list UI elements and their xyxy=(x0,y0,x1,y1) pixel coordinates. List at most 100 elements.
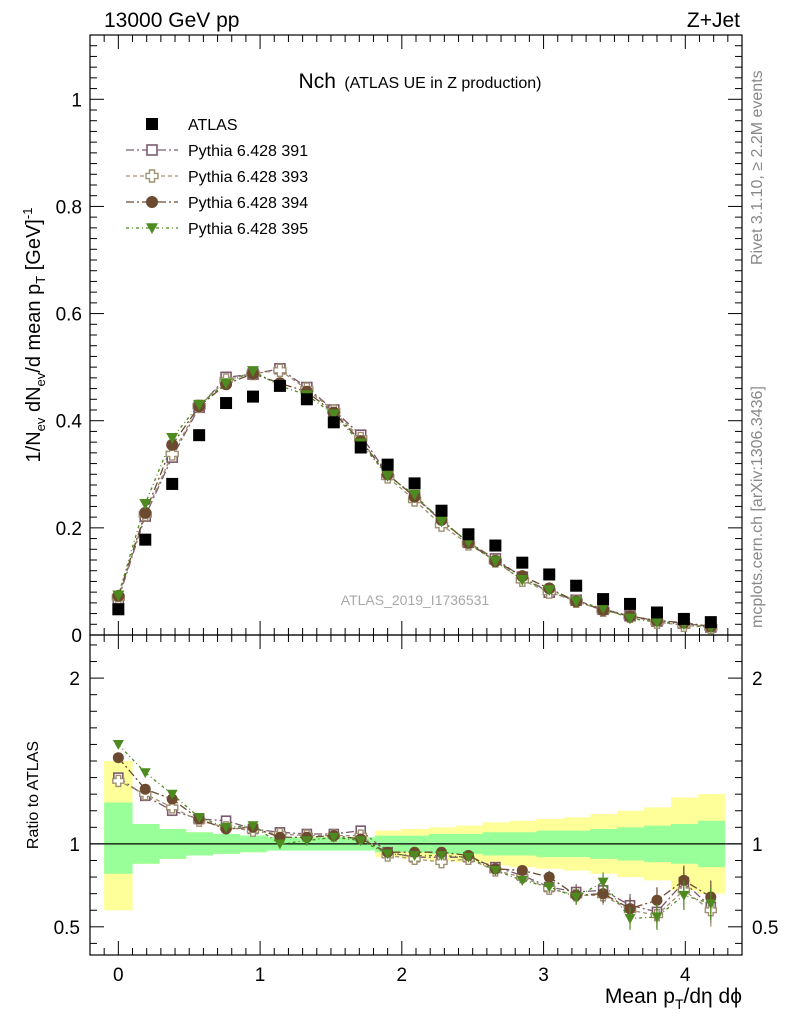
ratio-y-tick-label: 0.5 xyxy=(54,918,80,939)
x-tick-label: 1 xyxy=(255,965,266,986)
ratio-data-point xyxy=(409,851,421,862)
data-point xyxy=(139,506,152,519)
x-tick-label: 0 xyxy=(113,965,124,986)
ratio-data-point xyxy=(166,789,178,800)
y-tick-label: 0.2 xyxy=(56,519,82,540)
data-point xyxy=(165,447,179,461)
ratio-data-point xyxy=(247,821,259,832)
process-label: Z+Jet xyxy=(687,9,740,32)
legend-marker xyxy=(146,196,158,208)
data-point xyxy=(516,575,529,586)
ratio-data-point xyxy=(355,836,367,847)
ratio-y-tick-label-right: 2 xyxy=(752,669,763,690)
data-point xyxy=(354,441,367,454)
y-tick-label: 1 xyxy=(71,90,82,111)
ratio-data-point xyxy=(112,740,124,750)
data-point xyxy=(112,590,125,602)
ratio-data-point xyxy=(166,801,179,814)
data-point xyxy=(624,613,637,625)
data-point xyxy=(516,556,529,569)
data-point xyxy=(327,416,340,429)
ratio-data-point xyxy=(489,866,501,876)
data-point xyxy=(166,433,179,444)
ratio-y-tick-label: 1 xyxy=(69,835,80,856)
plot-title: Nch (ATLAS UE in Z production) xyxy=(299,70,542,93)
legend-marker xyxy=(146,118,158,130)
ratio-data-point xyxy=(678,890,690,901)
data-point xyxy=(273,379,286,392)
data-point xyxy=(570,579,583,592)
data-point xyxy=(597,603,610,615)
data-point xyxy=(139,533,152,546)
ratio-data-point xyxy=(597,888,609,900)
legend-marker xyxy=(146,144,158,156)
ratio-data-point xyxy=(301,836,313,847)
ratio-data-point xyxy=(543,882,555,893)
data-point xyxy=(220,397,233,410)
ratio-plot-frame xyxy=(89,634,743,956)
data-point xyxy=(704,616,717,629)
ratio-data-point xyxy=(462,852,474,863)
data-point xyxy=(408,489,421,501)
plot-title-main: Nch xyxy=(299,70,336,93)
data-point xyxy=(677,612,690,625)
ratio-band-inner xyxy=(104,802,725,874)
x-tick-label: 3 xyxy=(538,965,549,986)
analysis-id-label: ATLAS_2019_I1736531 xyxy=(341,592,490,608)
ratio-data-point xyxy=(139,783,151,795)
legend-label: Pythia 6.428 391 xyxy=(188,143,308,160)
ratio-data-point xyxy=(543,871,555,883)
ratio-plot-panel: 0 1 2 3 4 0.5 0.5 1 1 2 2 xyxy=(54,634,778,986)
plot-title-sub: (ATLAS UE in Z production) xyxy=(344,75,541,92)
data-point xyxy=(247,366,259,377)
ratio-series-line xyxy=(117,743,712,920)
x-tick-label: 2 xyxy=(397,965,408,986)
ratio-data-point xyxy=(220,822,232,833)
data-point xyxy=(489,556,502,568)
ratio-y-tick-label-right: 1 xyxy=(752,835,763,856)
ratio-y-tick-label: 2 xyxy=(69,669,80,690)
data-point xyxy=(489,539,502,552)
ratio-y-tick-label-right: 0.5 xyxy=(752,918,778,939)
data-point xyxy=(435,516,448,528)
data-point xyxy=(570,596,583,608)
ratio-data-point xyxy=(516,875,528,886)
ratio-data-point xyxy=(651,894,663,906)
data-point xyxy=(139,498,152,510)
data-point xyxy=(166,477,179,490)
ratio-series-line xyxy=(118,780,712,916)
data-point xyxy=(624,597,637,610)
legend: ATLAS Pythia 6.428 391 Pythia 6.428 393 Pyt… xyxy=(126,117,308,238)
x-tick-label: 4 xyxy=(680,965,691,986)
energy-label: 13000 GeV pp xyxy=(104,9,239,32)
legend-label: ATLAS xyxy=(188,117,238,134)
data-point xyxy=(273,363,287,378)
ratio-data-point xyxy=(705,899,717,910)
legend-label: Pythia 6.428 394 xyxy=(188,195,308,212)
data-point xyxy=(193,399,206,411)
data-point xyxy=(112,603,125,616)
data-point xyxy=(247,390,259,403)
legend-marker xyxy=(146,223,158,234)
legend-label: Pythia 6.428 393 xyxy=(188,169,308,186)
rivet-version-label: Rivet 3.1.10, ≥ 2.2M events xyxy=(749,70,766,265)
ratio-data-point xyxy=(624,914,636,925)
data-point xyxy=(597,593,610,606)
data-point xyxy=(650,617,663,629)
data-point xyxy=(543,568,556,581)
series-line xyxy=(117,369,711,629)
data-point xyxy=(650,606,663,619)
ratio-data-point xyxy=(274,839,286,850)
data-point xyxy=(381,471,394,482)
data-point xyxy=(408,477,421,490)
ratio-data-point xyxy=(516,864,528,876)
ratio-data-point xyxy=(112,752,124,764)
data-point xyxy=(193,429,206,442)
ratio-data-point xyxy=(382,849,394,860)
ratio-data-point xyxy=(328,832,340,843)
ratio-data-point xyxy=(436,851,448,862)
data-point xyxy=(220,378,233,390)
ratio-data-point xyxy=(139,768,151,779)
ratio-data-point xyxy=(651,912,663,923)
